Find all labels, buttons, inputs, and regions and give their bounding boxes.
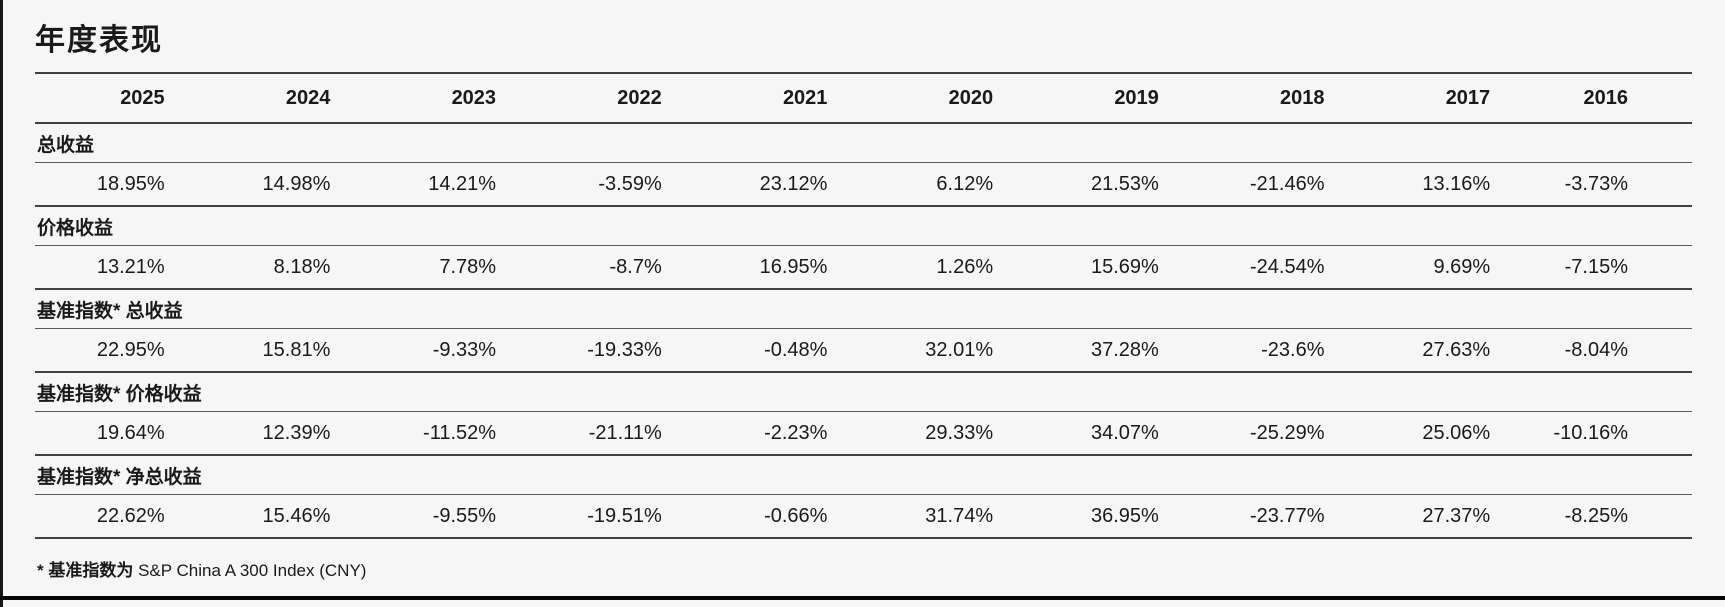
value-cell: 15.69% [1029, 245, 1195, 290]
value-cell: -19.33% [532, 328, 698, 373]
benchmark-footnote: * 基准指数为 S&P China A 300 Index (CNY) [35, 556, 1692, 581]
value-cell: 22.95% [35, 328, 201, 373]
value-cell: 7.78% [366, 245, 533, 290]
value-cell: -8.25% [1526, 494, 1692, 539]
year-header-row: 2025 2024 2023 2022 2021 2020 2019 2018 2017 2016 [35, 74, 1692, 124]
value-cell: -9.33% [366, 328, 533, 373]
value-cell: 6.12% [863, 162, 1030, 207]
metric-label-row: 基准指数* 价格收益 [35, 372, 1692, 412]
metric-label-row: 基准指数* 总收益 [35, 289, 1692, 329]
value-cell: 19.64% [35, 411, 201, 456]
year-header-cell: 2016 [1526, 74, 1692, 124]
value-cell: 13.21% [35, 245, 201, 290]
year-header-cell: 2020 [863, 74, 1030, 124]
footnote-prefix: * 基准指数为 [37, 561, 134, 580]
value-cell: 21.53% [1029, 162, 1195, 207]
year-header-cell: 2023 [366, 74, 533, 124]
value-cell: 15.46% [200, 494, 367, 539]
value-cell: -11.52% [366, 411, 533, 456]
value-cell: 22.62% [35, 494, 201, 539]
value-cell: 1.26% [863, 245, 1030, 290]
value-cell: 15.81% [200, 328, 367, 373]
value-cell: 32.01% [863, 328, 1030, 373]
value-cell: 27.63% [1360, 328, 1527, 373]
year-header-cell: 2018 [1194, 74, 1361, 124]
value-cell: 12.39% [200, 411, 367, 456]
annual-performance-table: 2025 2024 2023 2022 2021 2020 2019 2018 2017 2016… [35, 74, 1692, 539]
footnote-index-name: S&P China A 300 Index (CNY) [138, 561, 367, 580]
metric-label: 价格收益 [35, 206, 1692, 246]
value-cell: -0.48% [697, 328, 864, 373]
value-cell: 16.95% [697, 245, 864, 290]
value-cell: 36.95% [1029, 494, 1195, 539]
value-cell: -21.46% [1194, 162, 1361, 207]
value-cell: 13.16% [1360, 162, 1527, 207]
value-cell: 18.95% [35, 162, 201, 207]
year-header-cell: 2017 [1360, 74, 1527, 124]
value-cell: -21.11% [532, 411, 698, 456]
title-section: 年度表现 [35, 0, 1692, 74]
value-cell: -23.6% [1194, 328, 1361, 373]
metric-label: 基准指数* 总收益 [35, 289, 1692, 329]
page-bottom-rule [0, 596, 1725, 600]
metric-label-row: 价格收益 [35, 206, 1692, 246]
year-header-cell: 2022 [532, 74, 698, 124]
metric-label-row: 总收益 [35, 123, 1692, 163]
value-cell: -23.77% [1194, 494, 1361, 539]
year-header-cell: 2024 [200, 74, 367, 124]
year-header-cell: 2019 [1029, 74, 1195, 124]
value-cell: -2.23% [697, 411, 864, 456]
metric-label: 基准指数* 价格收益 [35, 372, 1692, 412]
value-cell: -8.7% [532, 245, 698, 290]
value-cell: 25.06% [1360, 411, 1527, 456]
value-cell: -19.51% [532, 494, 698, 539]
metric-value-row: 22.62% 15.46% -9.55% -19.51% -0.66% 31.74% 36.… [35, 494, 1692, 539]
metric-value-row: 22.95% 15.81% -9.33% -19.33% -0.48% 32.01% 37.… [35, 328, 1692, 373]
value-cell: -3.59% [532, 162, 698, 207]
value-cell: 9.69% [1360, 245, 1527, 290]
value-cell: 31.74% [863, 494, 1030, 539]
metric-label-row: 基准指数* 净总收益 [35, 455, 1692, 495]
value-cell: -7.15% [1526, 245, 1692, 290]
year-header-cell: 2025 [35, 74, 201, 124]
value-cell: 14.98% [200, 162, 367, 207]
page-left-edge [0, 0, 3, 607]
value-cell: -25.29% [1194, 411, 1361, 456]
year-header-cell: 2021 [697, 74, 864, 124]
value-cell: 8.18% [200, 245, 367, 290]
value-cell: 34.07% [1029, 411, 1195, 456]
value-cell: -0.66% [697, 494, 864, 539]
value-cell: 27.37% [1360, 494, 1527, 539]
value-cell: 29.33% [863, 411, 1030, 456]
annual-performance-section: 年度表现 2025 2024 2023 2022 2021 2020 2019 2018 201… [35, 0, 1692, 581]
value-cell: 37.28% [1029, 328, 1195, 373]
value-cell: 14.21% [366, 162, 533, 207]
metric-value-row: 19.64% 12.39% -11.52% -21.11% -2.23% 29.33% 34… [35, 411, 1692, 456]
value-cell: 23.12% [697, 162, 864, 207]
value-cell: -9.55% [366, 494, 533, 539]
page-title: 年度表现 [35, 24, 163, 57]
value-cell: -10.16% [1526, 411, 1692, 456]
metric-label: 基准指数* 净总收益 [35, 455, 1692, 495]
value-cell: -8.04% [1526, 328, 1692, 373]
value-cell: -3.73% [1526, 162, 1692, 207]
value-cell: -24.54% [1194, 245, 1361, 290]
metric-label: 总收益 [35, 123, 1692, 163]
metric-value-row: 18.95% 14.98% 14.21% -3.59% 23.12% 6.12% 21.53… [35, 162, 1692, 207]
metric-value-row: 13.21% 8.18% 7.78% -8.7% 16.95% 1.26% 15.69% -2… [35, 245, 1692, 290]
